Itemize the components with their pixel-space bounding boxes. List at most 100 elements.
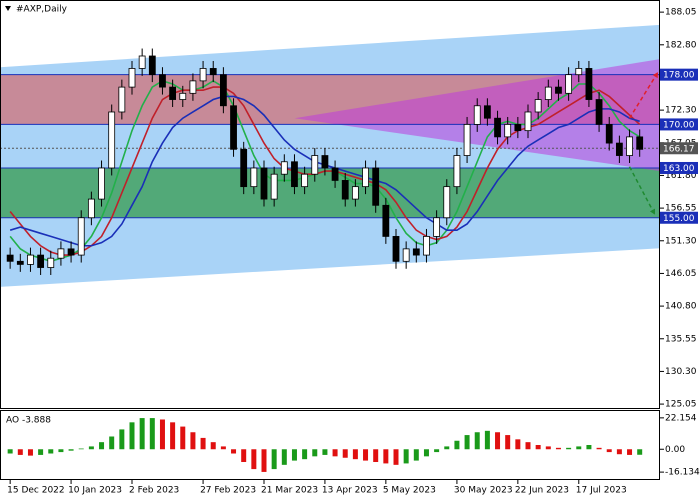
ao-bar	[363, 449, 369, 461]
ao-bar	[545, 446, 551, 450]
menu-arrow[interactable]	[5, 6, 11, 11]
x-tick-label: 30 May 2023	[454, 486, 513, 496]
candle-body	[169, 86, 177, 100]
ao-bar	[434, 449, 440, 453]
ao-bar	[58, 449, 64, 453]
candle-body	[443, 186, 451, 219]
ao-bar	[68, 449, 74, 451]
ao-bar	[241, 449, 247, 463]
candle-body	[524, 111, 532, 132]
ao-bar	[170, 422, 176, 450]
x-tick-label: 27 Feb 2023	[200, 486, 256, 496]
candle-body	[6, 254, 14, 262]
candle-body	[128, 68, 136, 88]
candle-body	[372, 167, 380, 206]
y-tick-label: 130.30	[665, 367, 697, 377]
y-tick-label: 182.80	[665, 40, 697, 50]
forecast-arrow	[628, 166, 656, 215]
ao-bar	[637, 449, 643, 455]
candle-body	[37, 254, 45, 268]
level-label-box	[660, 118, 698, 131]
candle-body	[585, 68, 593, 100]
candle-body	[544, 86, 552, 100]
candle-body	[494, 117, 501, 138]
candle-body	[240, 148, 248, 188]
ao-bar	[281, 449, 287, 465]
ao-bar	[413, 449, 419, 461]
candle-body	[636, 136, 644, 150]
ao-bar	[271, 449, 277, 470]
indicator-y-tick-label: 22.154	[665, 413, 697, 423]
candle-body	[565, 74, 573, 94]
ao-bar	[332, 449, 338, 457]
candle-body	[301, 173, 309, 188]
content	[0, 24, 660, 472]
level-label: 166.17	[663, 144, 695, 154]
y-tick-label: 135.55	[665, 334, 697, 344]
level-label-box	[660, 68, 698, 81]
ao-bar	[515, 439, 521, 450]
y-tick-label: 156.55	[665, 204, 697, 214]
ao-bar	[88, 446, 94, 450]
candle-body	[483, 105, 491, 119]
indicator-frame	[0, 410, 660, 480]
ao-bar	[302, 449, 308, 460]
candle-body	[199, 68, 207, 82]
ao-bar	[251, 449, 257, 470]
ao-bar	[342, 449, 348, 458]
candle-body	[16, 260, 24, 265]
ao-bar	[210, 442, 216, 450]
candle-body	[555, 86, 562, 94]
ao-bar	[444, 446, 450, 450]
candle-body	[57, 248, 65, 259]
candle-body	[189, 80, 197, 94]
level-label: 163.00	[663, 164, 695, 174]
ao-bar	[586, 445, 592, 450]
candle-body	[626, 136, 633, 156]
ao-bar	[291, 449, 297, 461]
ao-bar	[616, 449, 622, 455]
candle-body	[575, 68, 583, 76]
ao-bar	[525, 442, 531, 450]
level-label-box	[660, 161, 698, 174]
zone	[0, 167, 660, 218]
ao-bar	[99, 442, 105, 450]
level-label: 155.00	[663, 214, 695, 224]
ao-bar	[555, 447, 561, 450]
candle-body	[159, 74, 166, 88]
candle-body	[219, 74, 227, 107]
candle-body	[412, 248, 420, 256]
x-tick-label: 13 Apr 2023	[322, 486, 378, 496]
ao-bar	[109, 436, 115, 450]
indicator-y-tick-label: 0.00	[665, 445, 685, 455]
level-label-box	[660, 142, 698, 155]
indicator-label: AO -3.888	[6, 416, 51, 426]
arrow-head	[652, 72, 658, 79]
candle-body	[98, 167, 105, 200]
candle-body	[27, 254, 34, 265]
y-tick-label: 125.05	[665, 400, 697, 410]
candle-body	[392, 236, 400, 262]
candle-body	[351, 186, 359, 200]
ao-bar	[261, 449, 267, 472]
ao-bar	[373, 449, 379, 463]
x-tick-label: 10 Jan 2023	[68, 486, 122, 496]
ao-bar	[180, 426, 186, 450]
candle-body	[534, 99, 542, 113]
ao-bar	[596, 447, 602, 450]
chart-title: #AXP,Daily	[16, 5, 68, 15]
candle-body	[615, 142, 623, 156]
candle-body	[341, 180, 349, 200]
ao-bar	[139, 418, 145, 450]
candle-body	[77, 217, 85, 256]
candle-body	[311, 155, 319, 175]
candle-body	[138, 55, 146, 69]
candle-body	[453, 155, 461, 188]
ao-bar	[48, 449, 54, 454]
candle-body	[270, 173, 278, 200]
candle-body	[514, 124, 522, 132]
ao-bar	[535, 445, 541, 450]
ao-bar	[505, 435, 511, 450]
ao-bar	[190, 432, 196, 450]
ao-bar	[149, 418, 155, 450]
